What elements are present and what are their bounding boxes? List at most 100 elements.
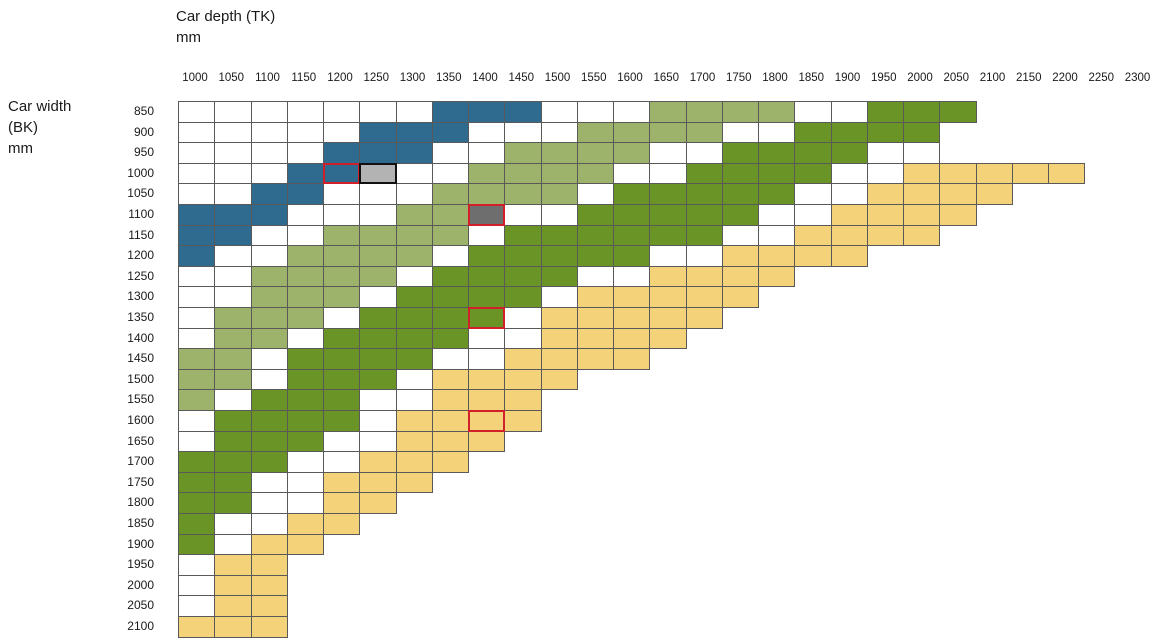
heatmap-cell [214,410,252,432]
x-tick-label: 1800 [762,72,788,84]
heatmap-cell [286,224,324,247]
heatmap-cell [286,204,324,226]
highlighted-cell [468,204,506,226]
y-tick-label: 1650 [127,433,154,448]
heatmap-cell [286,327,324,350]
heatmap-cell [214,595,252,617]
heatmap-cell [468,101,506,123]
heatmap-cell [540,121,578,144]
heatmap-cell [431,101,469,123]
heatmap-cell [178,142,216,164]
heatmap-cell [576,245,614,267]
heatmap-cell [649,204,687,226]
y-tick-label: 1300 [127,289,154,304]
heatmap-cell [250,574,288,597]
heatmap-cell [613,204,651,226]
heatmap-cell [721,204,759,226]
heatmap-cell [794,142,832,164]
y-axis-title-line2: (BK) [8,119,38,136]
heatmap-cell [758,121,796,144]
heatmap-cell [685,265,723,288]
heatmap-cell [504,410,542,432]
heatmap-cell [250,121,288,144]
heatmap-cell [866,101,904,123]
heatmap-cell [468,162,506,185]
heatmap-cell [359,389,397,411]
heatmap-cell [214,368,252,391]
heatmap-cell [395,224,433,247]
heatmap-cell [685,307,723,329]
heatmap-cell [685,224,723,247]
heatmap-cell [758,224,796,247]
heatmap-cell [468,142,506,164]
heatmap-cell [323,183,361,205]
heatmap-cell [504,245,542,267]
heatmap-cell [576,204,614,226]
heatmap-cell [323,471,361,494]
heatmap-cell [504,348,542,370]
heatmap-cell [214,307,252,329]
heatmap-cell [468,265,506,288]
x-tick-label: 1150 [291,72,317,84]
heatmap-cell [178,101,216,123]
heatmap-cell [468,348,506,370]
y-tick-label: 1450 [127,351,154,366]
heatmap-cell [866,224,904,247]
heatmap-cell [468,121,506,144]
heatmap-cell [214,616,252,638]
heatmap-cell [540,286,578,308]
x-axis-title-line1: Car depth (TK) [176,8,276,25]
x-tick-label: 1950 [870,72,897,84]
heatmap-cell [250,245,288,267]
y-tick-label: 1000 [127,165,154,180]
heatmap-cell [504,204,542,226]
heatmap-cell [395,265,433,288]
heatmap-cell [286,492,324,514]
heatmap-cell [359,471,397,494]
heatmap-cell [395,430,433,453]
heatmap-cell [178,595,216,617]
heatmap-cell [214,451,252,473]
heatmap-cell [250,265,288,288]
heatmap-cell [504,142,542,164]
heatmap-cell [649,142,687,164]
x-tick-label: 2150 [1015,72,1042,84]
y-tick-label: 900 [133,124,154,139]
heatmap-cell [685,286,723,308]
heatmap-cell [359,327,397,350]
x-tick-label: 1450 [508,72,535,84]
heatmap-cell [214,162,252,185]
heatmap-cell [504,389,542,411]
y-tick-label: 2050 [127,598,154,613]
heatmap-cell [903,142,941,164]
heatmap-cell [178,554,216,576]
heatmap-cell [794,101,832,123]
heatmap-cell [504,307,542,329]
heatmap-cell [576,286,614,308]
y-tick-label: 850 [133,104,154,118]
y-tick-label: 2000 [127,577,154,592]
heatmap-cell [576,348,614,370]
heatmap-cell [214,286,252,308]
heatmap-cell [468,286,506,308]
heatmap-cell [178,410,216,432]
heatmap-cell [903,183,941,205]
heatmap-cell [1048,162,1086,185]
heatmap-cell [540,142,578,164]
heatmap-cell [540,307,578,329]
heatmap-cell [431,121,469,144]
heatmap-cell [214,492,252,514]
heatmap-cell [504,368,542,391]
y-tick-label: 1100 [128,207,154,221]
heatmap-cell [323,224,361,247]
heatmap-cell [250,162,288,185]
heatmap-cell [359,204,397,226]
heatmap-cell [359,492,397,514]
heatmap-cell [395,121,433,144]
x-tick-label: 1700 [689,72,716,84]
heatmap-cell [286,162,324,185]
heatmap-cell [178,265,216,288]
heatmap-cell [431,204,469,226]
heatmap-cell [323,368,361,391]
heatmap-cell [214,245,252,267]
